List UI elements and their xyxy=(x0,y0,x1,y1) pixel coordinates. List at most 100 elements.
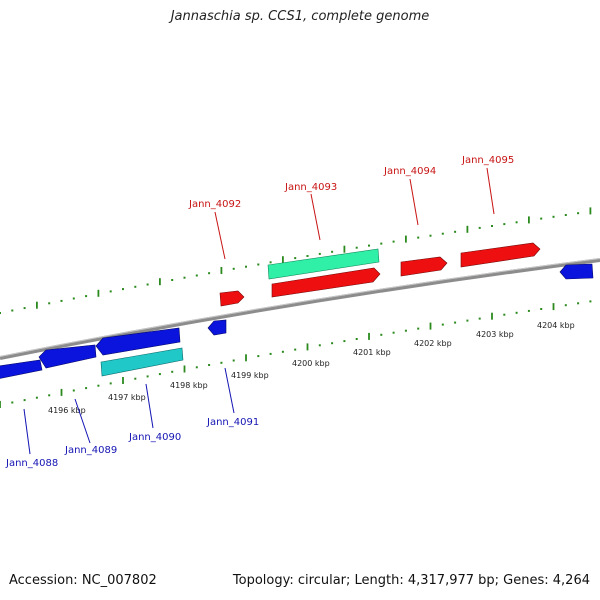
gene-4091-feature[interactable] xyxy=(207,319,227,336)
tick-minor xyxy=(392,331,395,334)
tick-minor xyxy=(195,274,198,277)
tick-major xyxy=(122,377,124,384)
gene-4096-feature[interactable] xyxy=(559,263,594,280)
tick-minor xyxy=(11,309,14,312)
tick-minor xyxy=(0,312,1,314)
scale-label: 4196 kbp xyxy=(48,406,86,415)
gene-label-4089[interactable]: Jann_4089 xyxy=(64,445,117,456)
tick-minor xyxy=(454,321,457,324)
tick-row-lower xyxy=(0,300,592,408)
tick-minor xyxy=(589,300,592,303)
tick-major xyxy=(245,354,247,362)
gene-label-4091[interactable]: Jann_4091 xyxy=(206,417,259,428)
gene-4090a-feature[interactable] xyxy=(95,327,181,356)
tick-major xyxy=(36,301,38,309)
tick-minor xyxy=(158,373,161,376)
tick-minor xyxy=(429,234,432,237)
tick-minor xyxy=(134,377,137,380)
tick-minor xyxy=(232,359,235,362)
tick-minor xyxy=(60,299,63,302)
gene-4088-feature[interactable] xyxy=(0,359,43,380)
tick-minor xyxy=(220,361,223,364)
tick-minor xyxy=(454,230,457,233)
tick-major xyxy=(552,303,555,311)
tick-minor xyxy=(281,350,284,353)
scale-label: 4203 kbp xyxy=(476,330,514,339)
tick-minor xyxy=(269,352,272,355)
accession-text: Accession: NC_007802 xyxy=(9,573,157,588)
scale-label: 4201 kbp xyxy=(353,348,391,357)
gene-features xyxy=(0,242,594,380)
tick-major xyxy=(60,388,63,396)
tick-minor xyxy=(331,250,334,253)
tick-major xyxy=(368,332,370,340)
tick-major xyxy=(429,322,432,330)
gene-4094-feature[interactable] xyxy=(400,256,448,277)
tick-minor xyxy=(208,364,211,366)
tick-minor xyxy=(577,302,580,305)
tick-minor xyxy=(515,311,518,314)
label-leaders xyxy=(23,167,495,455)
tick-minor xyxy=(72,389,75,392)
tick-minor xyxy=(85,387,88,390)
tick-minor xyxy=(318,252,321,255)
tick-minor xyxy=(195,366,198,369)
tick-row-upper xyxy=(0,207,592,314)
tick-minor xyxy=(491,225,493,227)
tick-major xyxy=(0,401,1,408)
tick-minor xyxy=(11,401,14,404)
tick-minor xyxy=(478,317,481,320)
gene-4089-feature[interactable] xyxy=(38,344,97,369)
tick-minor xyxy=(478,226,481,229)
tick-minor xyxy=(97,384,100,387)
tick-minor xyxy=(564,304,567,307)
tick-minor xyxy=(245,265,247,268)
tick-minor xyxy=(232,267,235,270)
tick-minor xyxy=(257,263,260,266)
gene-4093-feature[interactable] xyxy=(271,267,381,298)
gene-label-4094[interactable]: Jann_4094 xyxy=(383,166,436,177)
gene-label-4088[interactable]: Jann_4088 xyxy=(5,458,58,469)
tick-minor xyxy=(134,285,137,288)
gene-4092-feature[interactable] xyxy=(219,290,245,307)
tick-minor xyxy=(146,375,149,378)
map-title: Jannaschia sp. CCS1, complete genome xyxy=(170,9,430,24)
gene-4090-feature[interactable] xyxy=(100,347,184,377)
tick-minor xyxy=(515,221,518,224)
tick-minor xyxy=(527,309,530,312)
scale-label: 4200 kbp xyxy=(292,359,330,368)
gene-4095-feature[interactable] xyxy=(460,242,541,268)
tick-major xyxy=(589,207,592,215)
tick-major xyxy=(282,256,284,264)
tick-minor xyxy=(540,217,543,220)
tick-minor xyxy=(368,244,370,247)
tick-minor xyxy=(404,329,407,332)
tick-major xyxy=(220,267,223,274)
tick-minor xyxy=(392,240,395,243)
tick-minor xyxy=(306,255,309,257)
gene-label-4090[interactable]: Jann_4090 xyxy=(128,432,181,443)
gene-label-4092[interactable]: Jann_4092 xyxy=(188,199,241,210)
tick-minor xyxy=(294,257,297,260)
tick-minor xyxy=(85,295,88,298)
tick-minor xyxy=(355,338,358,340)
tick-minor xyxy=(417,236,420,239)
tick-minor xyxy=(23,307,26,310)
tick-major xyxy=(466,225,469,233)
gene-labels: Jann_4088 Jann_4089 Jann_4090 Jann_4091 … xyxy=(5,155,514,469)
tick-minor xyxy=(294,348,297,351)
tick-minor xyxy=(380,242,383,245)
tick-minor xyxy=(109,382,112,385)
tick-minor xyxy=(269,261,272,264)
tick-minor xyxy=(564,214,567,216)
tick-minor xyxy=(208,272,211,275)
tick-major xyxy=(343,245,346,253)
gene-4093b-feature[interactable] xyxy=(267,248,380,280)
tick-minor xyxy=(35,396,38,399)
gene-label-4093[interactable]: Jann_4093 xyxy=(284,182,337,193)
genome-summary-text: Topology: circular; Length: 4,317,977 bp… xyxy=(232,573,590,588)
genome-backbone-highlight xyxy=(0,258,600,357)
tick-minor xyxy=(146,283,149,286)
gene-label-4095[interactable]: Jann_4095 xyxy=(461,155,514,166)
tick-minor xyxy=(380,333,383,336)
